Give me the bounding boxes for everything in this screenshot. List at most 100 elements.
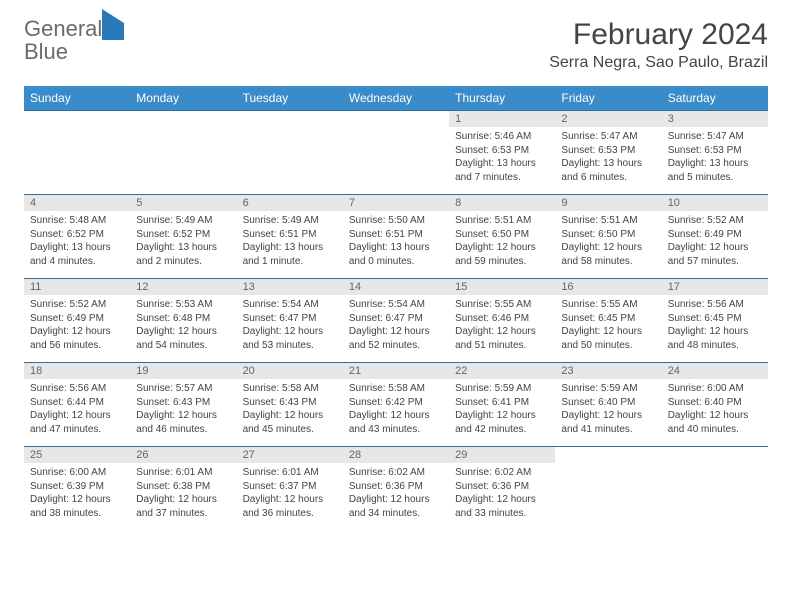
- day-number: 23: [555, 363, 661, 379]
- day-body: Sunrise: 5:55 AMSunset: 6:45 PMDaylight:…: [555, 295, 661, 356]
- logo-word-blue: Blue: [24, 39, 68, 64]
- calendar-cell: 22Sunrise: 5:59 AMSunset: 6:41 PMDayligh…: [449, 363, 555, 447]
- day-body: Sunrise: 5:58 AMSunset: 6:43 PMDaylight:…: [237, 379, 343, 440]
- day-body: Sunrise: 5:46 AMSunset: 6:53 PMDaylight:…: [449, 127, 555, 188]
- calendar-week-row: 11Sunrise: 5:52 AMSunset: 6:49 PMDayligh…: [24, 279, 768, 363]
- calendar-table: SundayMondayTuesdayWednesdayThursdayFrid…: [24, 86, 768, 531]
- day-number: 18: [24, 363, 130, 379]
- day-number: 16: [555, 279, 661, 295]
- day-number: 28: [343, 447, 449, 463]
- calendar-week-row: 25Sunrise: 6:00 AMSunset: 6:39 PMDayligh…: [24, 447, 768, 531]
- day-body: Sunrise: 5:49 AMSunset: 6:52 PMDaylight:…: [130, 211, 236, 272]
- calendar-cell: 21Sunrise: 5:58 AMSunset: 6:42 PMDayligh…: [343, 363, 449, 447]
- weekday-row: SundayMondayTuesdayWednesdayThursdayFrid…: [24, 86, 768, 111]
- location-text: Serra Negra, Sao Paulo, Brazil: [549, 54, 768, 72]
- day-body: Sunrise: 5:59 AMSunset: 6:40 PMDaylight:…: [555, 379, 661, 440]
- calendar-cell: 8Sunrise: 5:51 AMSunset: 6:50 PMDaylight…: [449, 195, 555, 279]
- day-body: Sunrise: 6:01 AMSunset: 6:38 PMDaylight:…: [130, 463, 236, 524]
- day-number: 2: [555, 111, 661, 127]
- day-number: 1: [449, 111, 555, 127]
- day-number: 4: [24, 195, 130, 211]
- day-body: Sunrise: 6:00 AMSunset: 6:39 PMDaylight:…: [24, 463, 130, 524]
- day-number: 3: [662, 111, 768, 127]
- day-body: Sunrise: 5:53 AMSunset: 6:48 PMDaylight:…: [130, 295, 236, 356]
- calendar-cell: [237, 111, 343, 195]
- day-body: Sunrise: 5:47 AMSunset: 6:53 PMDaylight:…: [555, 127, 661, 188]
- calendar-cell: 18Sunrise: 5:56 AMSunset: 6:44 PMDayligh…: [24, 363, 130, 447]
- calendar-week-row: 4Sunrise: 5:48 AMSunset: 6:52 PMDaylight…: [24, 195, 768, 279]
- weekday-header: Monday: [130, 86, 236, 111]
- day-number: 10: [662, 195, 768, 211]
- day-body: Sunrise: 5:51 AMSunset: 6:50 PMDaylight:…: [449, 211, 555, 272]
- calendar-cell: 14Sunrise: 5:54 AMSunset: 6:47 PMDayligh…: [343, 279, 449, 363]
- calendar-week-row: 18Sunrise: 5:56 AMSunset: 6:44 PMDayligh…: [24, 363, 768, 447]
- calendar-cell: 11Sunrise: 5:52 AMSunset: 6:49 PMDayligh…: [24, 279, 130, 363]
- calendar-cell: 3Sunrise: 5:47 AMSunset: 6:53 PMDaylight…: [662, 111, 768, 195]
- day-body: Sunrise: 5:51 AMSunset: 6:50 PMDaylight:…: [555, 211, 661, 272]
- logo: General Blue: [24, 18, 124, 64]
- calendar-cell: [24, 111, 130, 195]
- calendar-cell: 24Sunrise: 6:00 AMSunset: 6:40 PMDayligh…: [662, 363, 768, 447]
- day-number: 9: [555, 195, 661, 211]
- month-title: February 2024: [549, 18, 768, 52]
- day-number: 24: [662, 363, 768, 379]
- day-body: Sunrise: 6:02 AMSunset: 6:36 PMDaylight:…: [449, 463, 555, 524]
- calendar-cell: 19Sunrise: 5:57 AMSunset: 6:43 PMDayligh…: [130, 363, 236, 447]
- day-body: Sunrise: 5:48 AMSunset: 6:52 PMDaylight:…: [24, 211, 130, 272]
- calendar-cell: [130, 111, 236, 195]
- calendar-cell: 9Sunrise: 5:51 AMSunset: 6:50 PMDaylight…: [555, 195, 661, 279]
- day-body: Sunrise: 5:56 AMSunset: 6:45 PMDaylight:…: [662, 295, 768, 356]
- day-number: 12: [130, 279, 236, 295]
- weekday-header: Thursday: [449, 86, 555, 111]
- day-number: 7: [343, 195, 449, 211]
- calendar-cell: 15Sunrise: 5:55 AMSunset: 6:46 PMDayligh…: [449, 279, 555, 363]
- day-body: Sunrise: 5:54 AMSunset: 6:47 PMDaylight:…: [343, 295, 449, 356]
- calendar-week-row: 1Sunrise: 5:46 AMSunset: 6:53 PMDaylight…: [24, 111, 768, 195]
- calendar-cell: [555, 447, 661, 531]
- day-body: Sunrise: 5:54 AMSunset: 6:47 PMDaylight:…: [237, 295, 343, 356]
- day-body: Sunrise: 5:55 AMSunset: 6:46 PMDaylight:…: [449, 295, 555, 356]
- calendar-cell: 23Sunrise: 5:59 AMSunset: 6:40 PMDayligh…: [555, 363, 661, 447]
- day-body: Sunrise: 5:57 AMSunset: 6:43 PMDaylight:…: [130, 379, 236, 440]
- day-number: 11: [24, 279, 130, 295]
- calendar-cell: 25Sunrise: 6:00 AMSunset: 6:39 PMDayligh…: [24, 447, 130, 531]
- logo-triangle-icon: [102, 9, 124, 40]
- calendar-cell: 26Sunrise: 6:01 AMSunset: 6:38 PMDayligh…: [130, 447, 236, 531]
- calendar-cell: 20Sunrise: 5:58 AMSunset: 6:43 PMDayligh…: [237, 363, 343, 447]
- day-number: 17: [662, 279, 768, 295]
- day-number: 19: [130, 363, 236, 379]
- weekday-header: Tuesday: [237, 86, 343, 111]
- logo-text: General Blue: [24, 18, 124, 64]
- day-number: 6: [237, 195, 343, 211]
- day-number: 25: [24, 447, 130, 463]
- day-body: Sunrise: 6:00 AMSunset: 6:40 PMDaylight:…: [662, 379, 768, 440]
- calendar-cell: 4Sunrise: 5:48 AMSunset: 6:52 PMDaylight…: [24, 195, 130, 279]
- day-number: 27: [237, 447, 343, 463]
- day-body: Sunrise: 5:58 AMSunset: 6:42 PMDaylight:…: [343, 379, 449, 440]
- day-body: Sunrise: 5:52 AMSunset: 6:49 PMDaylight:…: [662, 211, 768, 272]
- calendar-body: 1Sunrise: 5:46 AMSunset: 6:53 PMDaylight…: [24, 111, 768, 531]
- day-body: Sunrise: 5:49 AMSunset: 6:51 PMDaylight:…: [237, 211, 343, 272]
- day-body: Sunrise: 6:01 AMSunset: 6:37 PMDaylight:…: [237, 463, 343, 524]
- weekday-header: Wednesday: [343, 86, 449, 111]
- day-number: 8: [449, 195, 555, 211]
- calendar-cell: [662, 447, 768, 531]
- weekday-header: Friday: [555, 86, 661, 111]
- calendar-cell: 29Sunrise: 6:02 AMSunset: 6:36 PMDayligh…: [449, 447, 555, 531]
- logo-word-general: General: [24, 16, 102, 41]
- header: General Blue February 2024 Serra Negra, …: [24, 18, 768, 72]
- calendar-cell: 5Sunrise: 5:49 AMSunset: 6:52 PMDaylight…: [130, 195, 236, 279]
- weekday-header: Sunday: [24, 86, 130, 111]
- calendar-cell: 17Sunrise: 5:56 AMSunset: 6:45 PMDayligh…: [662, 279, 768, 363]
- day-body: Sunrise: 5:59 AMSunset: 6:41 PMDaylight:…: [449, 379, 555, 440]
- weekday-header: Saturday: [662, 86, 768, 111]
- day-number: 14: [343, 279, 449, 295]
- calendar-cell: 16Sunrise: 5:55 AMSunset: 6:45 PMDayligh…: [555, 279, 661, 363]
- calendar-head: SundayMondayTuesdayWednesdayThursdayFrid…: [24, 86, 768, 111]
- day-body: Sunrise: 5:47 AMSunset: 6:53 PMDaylight:…: [662, 127, 768, 188]
- day-number: 5: [130, 195, 236, 211]
- day-number: 15: [449, 279, 555, 295]
- day-body: Sunrise: 5:50 AMSunset: 6:51 PMDaylight:…: [343, 211, 449, 272]
- day-number: 13: [237, 279, 343, 295]
- day-number: 20: [237, 363, 343, 379]
